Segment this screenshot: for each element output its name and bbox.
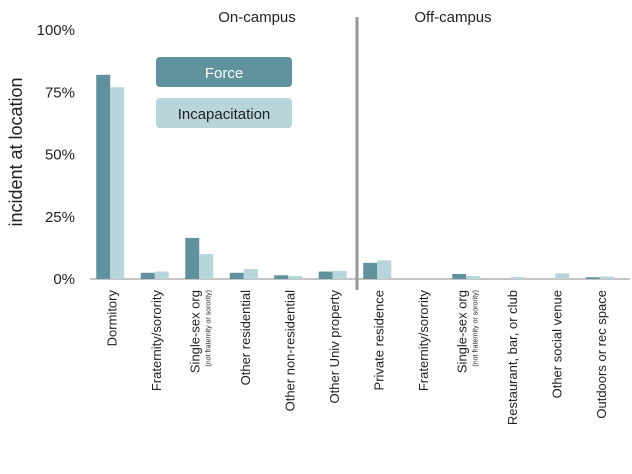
bar-force-2 (185, 237, 200, 279)
category-label: Other social venue (549, 290, 564, 398)
y-axis-label: incident at location (6, 77, 26, 226)
category-label: Outdoors or rec space (594, 290, 609, 419)
bar-incapacitation-9 (510, 277, 525, 279)
bar-incapacitation-5 (332, 271, 347, 279)
category-note: (not fraternity or sorority) (472, 290, 479, 367)
bar-force-6 (363, 262, 378, 279)
bar-incapacitation-0 (110, 87, 125, 280)
category-labels: Dormitory Fraternity/sorority Single-sex o… (104, 290, 609, 426)
legend-incapacitation-box (156, 98, 292, 128)
group-label-on-campus: On-campus (218, 9, 296, 26)
category-label: Single-sex org (454, 290, 469, 373)
y-tick-label: 75% (45, 84, 75, 101)
bar-incapacitation-11 (599, 276, 614, 279)
category-label: Dormitory (104, 290, 119, 347)
bar-incapacitation-10 (555, 273, 570, 279)
category-label: Restaurant, bar, or club (505, 290, 520, 425)
bar-force-4 (274, 275, 289, 279)
bars (96, 74, 614, 280)
bar-incapacitation-2 (199, 254, 214, 279)
legend-force-label: Force (205, 65, 243, 82)
y-tick-label: 0% (53, 271, 75, 288)
group-label-off-campus: Off-campus (414, 9, 491, 26)
bar-incapacitation-4 (288, 276, 303, 279)
bar-force-3 (229, 272, 244, 279)
category-label: Fraternity/sorority (416, 290, 431, 392)
bar-force-11 (585, 277, 600, 279)
y-tick-label: 100% (37, 22, 75, 39)
category-label: Other Univ property (327, 290, 342, 404)
y-axis-ticks: 0% 25% 50% 75% 100% (37, 22, 75, 288)
legend-incapacitation-label: Incapacitation (178, 106, 271, 123)
category-label: Fraternity/sorority (149, 290, 164, 392)
category-label: Private residence (371, 290, 386, 390)
legend-force-box (156, 57, 292, 87)
bar-force-5 (318, 271, 333, 279)
bar-incapacitation-1 (154, 271, 169, 279)
bar-incapacitation-8 (466, 276, 481, 279)
category-note: (not fraternity or sorority) (205, 290, 212, 367)
bar-incapacitation-3 (243, 269, 258, 279)
legend: Force Incapacitation (156, 57, 292, 128)
category-label: Other residential (238, 290, 253, 385)
y-tick-label: 50% (45, 147, 75, 164)
bar-force-0 (96, 74, 111, 279)
bar-force-1 (140, 272, 155, 279)
y-tick-label: 25% (45, 209, 75, 226)
category-label: Single-sex org (187, 290, 202, 373)
bar-incapacitation-6 (377, 260, 392, 279)
category-label: Other non-residential (282, 290, 297, 412)
bar-force-8 (452, 274, 467, 279)
